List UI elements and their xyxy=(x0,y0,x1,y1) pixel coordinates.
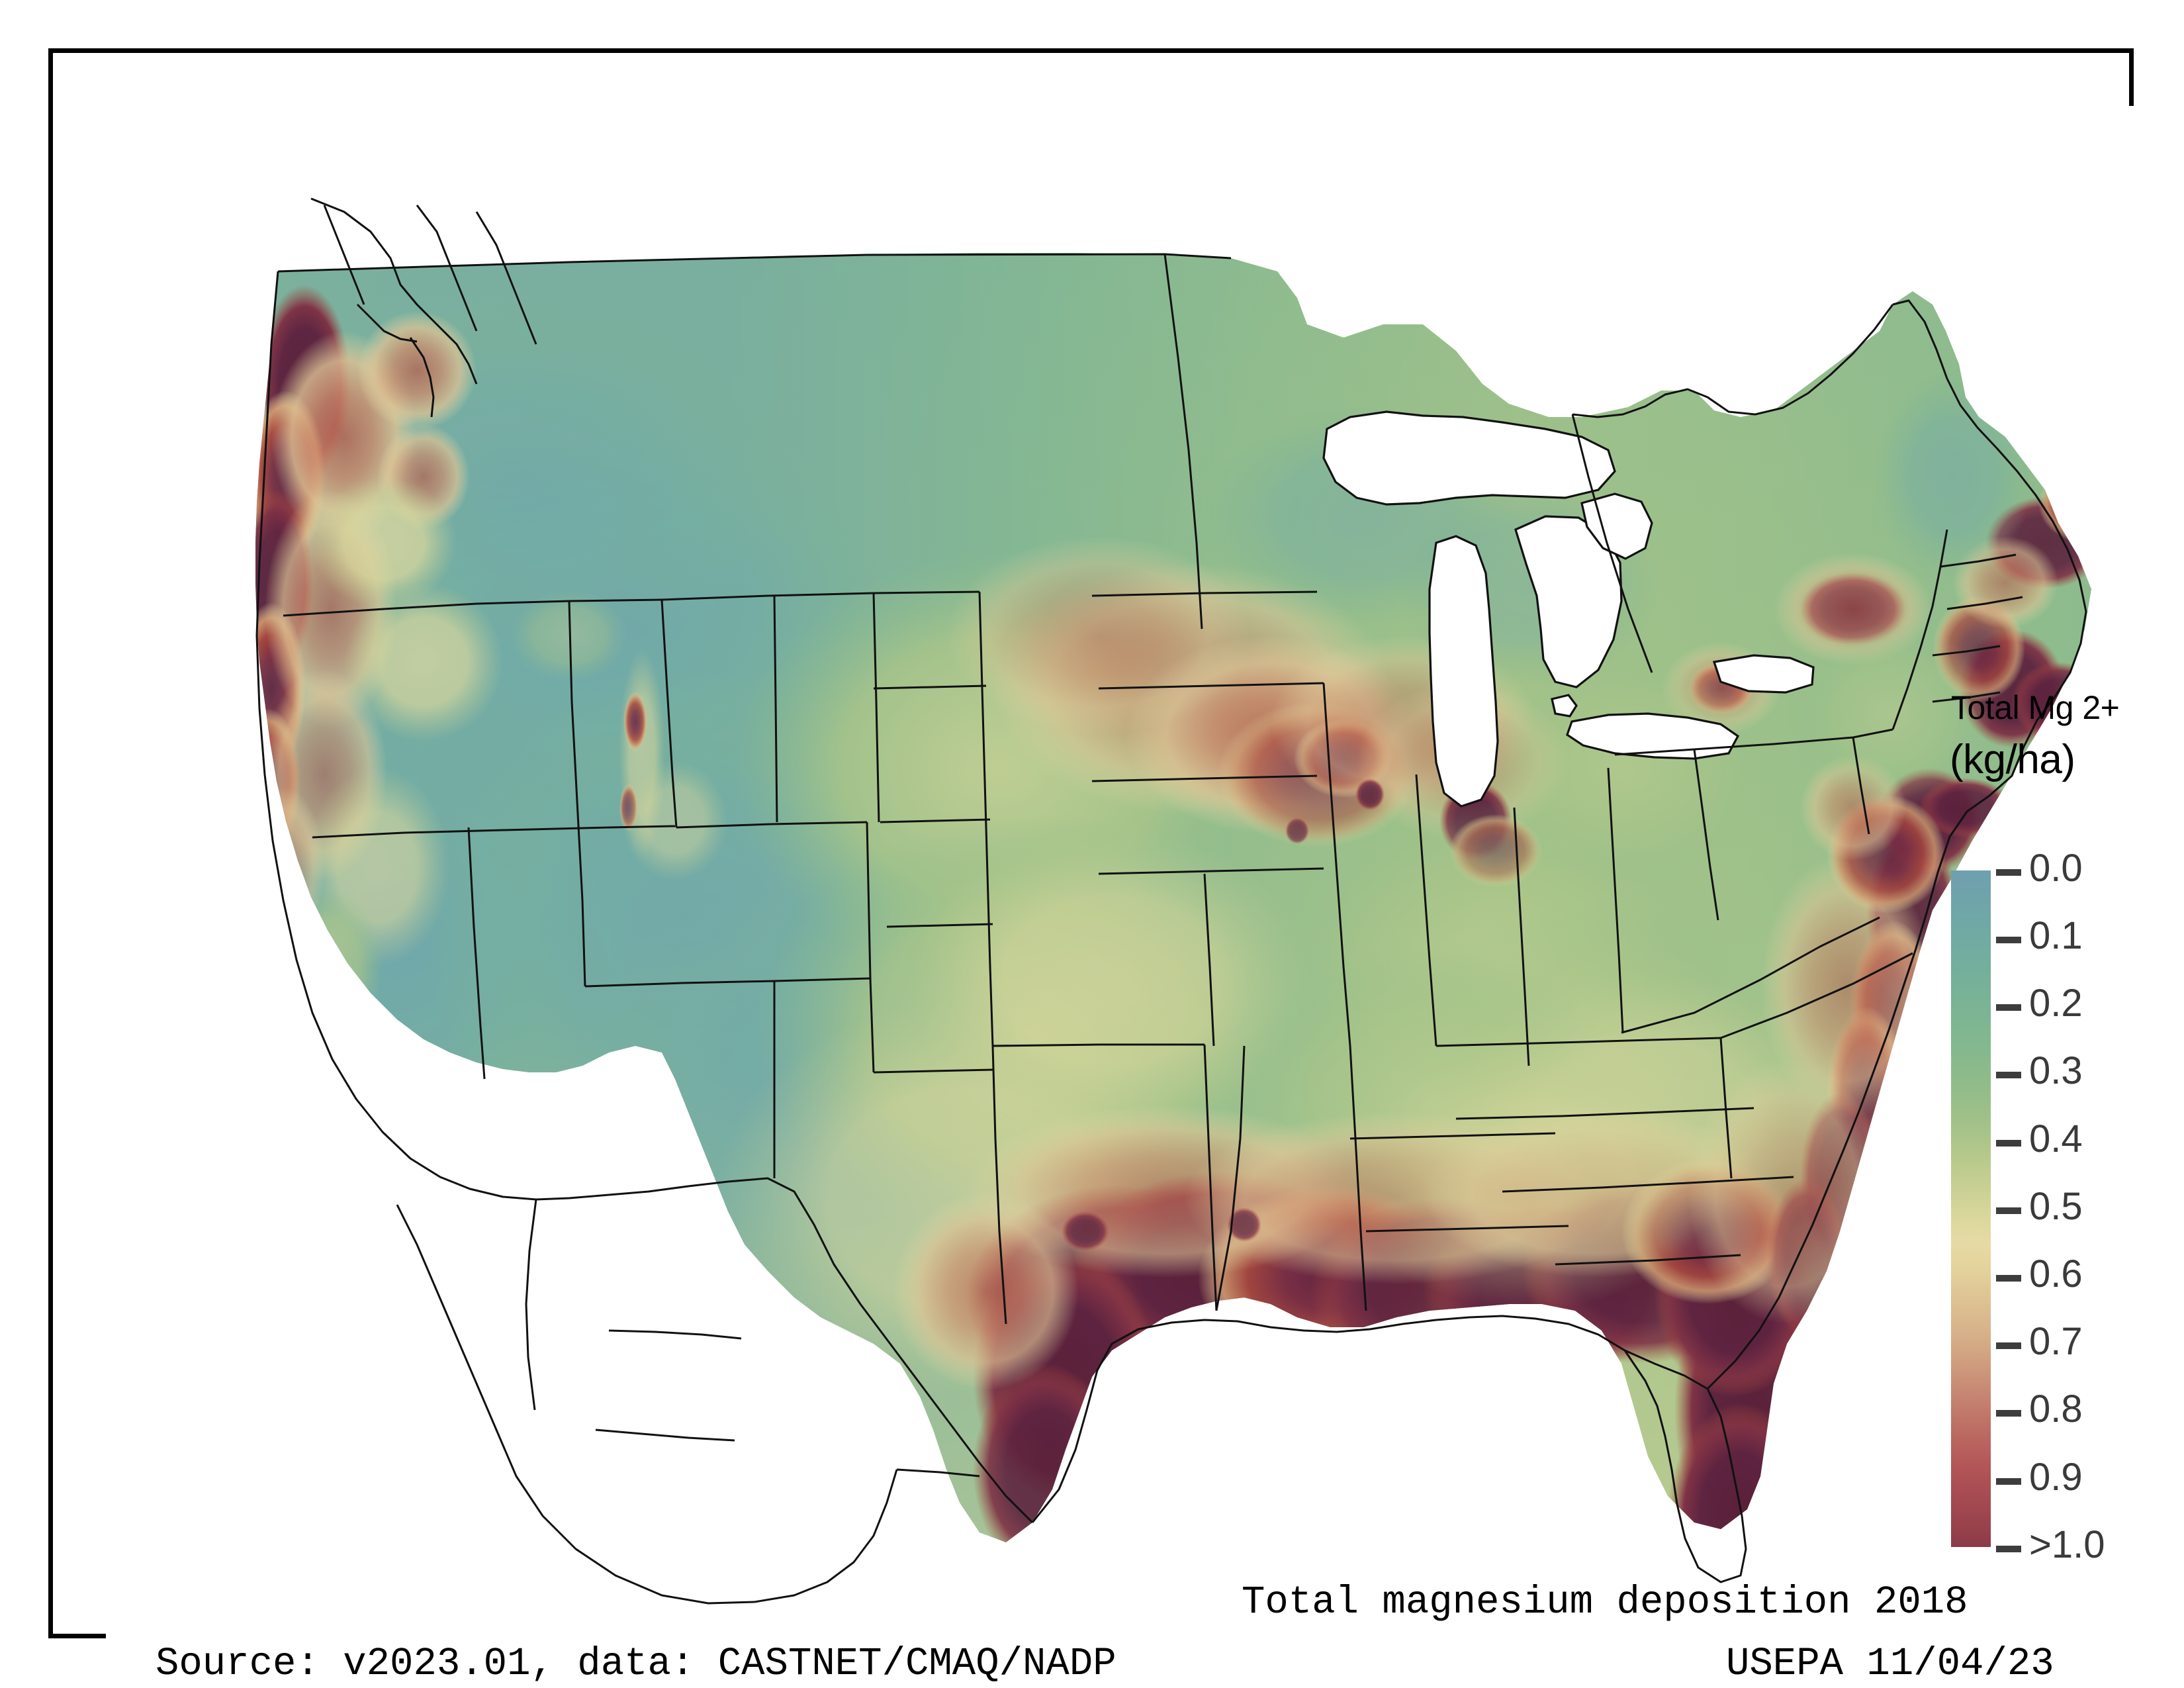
state-boundaries xyxy=(255,197,2087,1605)
colorbar-label-4: 0.4 xyxy=(2029,1117,2083,1160)
colorbar-tick-10 xyxy=(1996,1546,2021,1552)
colorbar-container: 0.0 0.1 0.2 0.3 0.4 0.5 0.6 0.7 0.8 0.9 … xyxy=(1951,849,2184,1564)
colorbar-tick-9 xyxy=(1996,1478,2021,1485)
colorbar-tick-2 xyxy=(1996,1004,2021,1011)
colorbar-tick-8 xyxy=(1996,1410,2021,1417)
great-lakes xyxy=(1322,410,1815,808)
source-attribution: Source: v2023.01, data: CASTNET/CMAQ/NAD… xyxy=(156,1642,1116,1686)
colorbar-tick-0 xyxy=(1996,869,2021,876)
colorbar-tick-7 xyxy=(1996,1342,2021,1349)
colorbar-tick-5 xyxy=(1996,1207,2021,1214)
colorbar-legend: Total Mg 2+ (kg/ha) 0.0 0.1 0.2 0.3 xyxy=(1938,688,2184,1569)
colorbar-label-1: 0.1 xyxy=(2029,914,2083,957)
colorbar-label-5: 0.5 xyxy=(2029,1185,2083,1228)
map-canvas xyxy=(106,106,2182,1687)
colorbar-tick-1 xyxy=(1996,937,2021,943)
us-deposition-map xyxy=(106,106,2182,1687)
figure-frame: Total Mg 2+ (kg/ha) 0.0 0.1 0.2 0.3 xyxy=(48,48,2182,1687)
colorbar-gradient xyxy=(1951,870,1991,1547)
legend-title-variable: Total Mg 2+ xyxy=(1951,689,2120,726)
colorbar-label-6: 0.6 xyxy=(2029,1252,2083,1295)
agency-date: USEPA 11/04/23 xyxy=(1726,1642,2054,1686)
legend-title-units: (kg/ha) xyxy=(1950,737,2075,782)
colorbar-label-0: 0.0 xyxy=(2029,847,2083,890)
chart-title: Total magnesium deposition 2018 xyxy=(1242,1580,1968,1624)
colorbar-label-2: 0.2 xyxy=(2029,982,2083,1025)
colorbar-tick-4 xyxy=(1996,1140,2021,1147)
colorbar-label-3: 0.3 xyxy=(2029,1049,2083,1092)
colorbar-label-7: 0.7 xyxy=(2029,1320,2083,1363)
colorbar-tick-3 xyxy=(1996,1072,2021,1078)
colorbar-label-10: >1.0 xyxy=(2029,1523,2105,1566)
colorbar-tick-6 xyxy=(1996,1275,2021,1282)
colorbar-label-9: 0.9 xyxy=(2029,1456,2083,1499)
colorbar-label-8: 0.8 xyxy=(2029,1387,2083,1430)
